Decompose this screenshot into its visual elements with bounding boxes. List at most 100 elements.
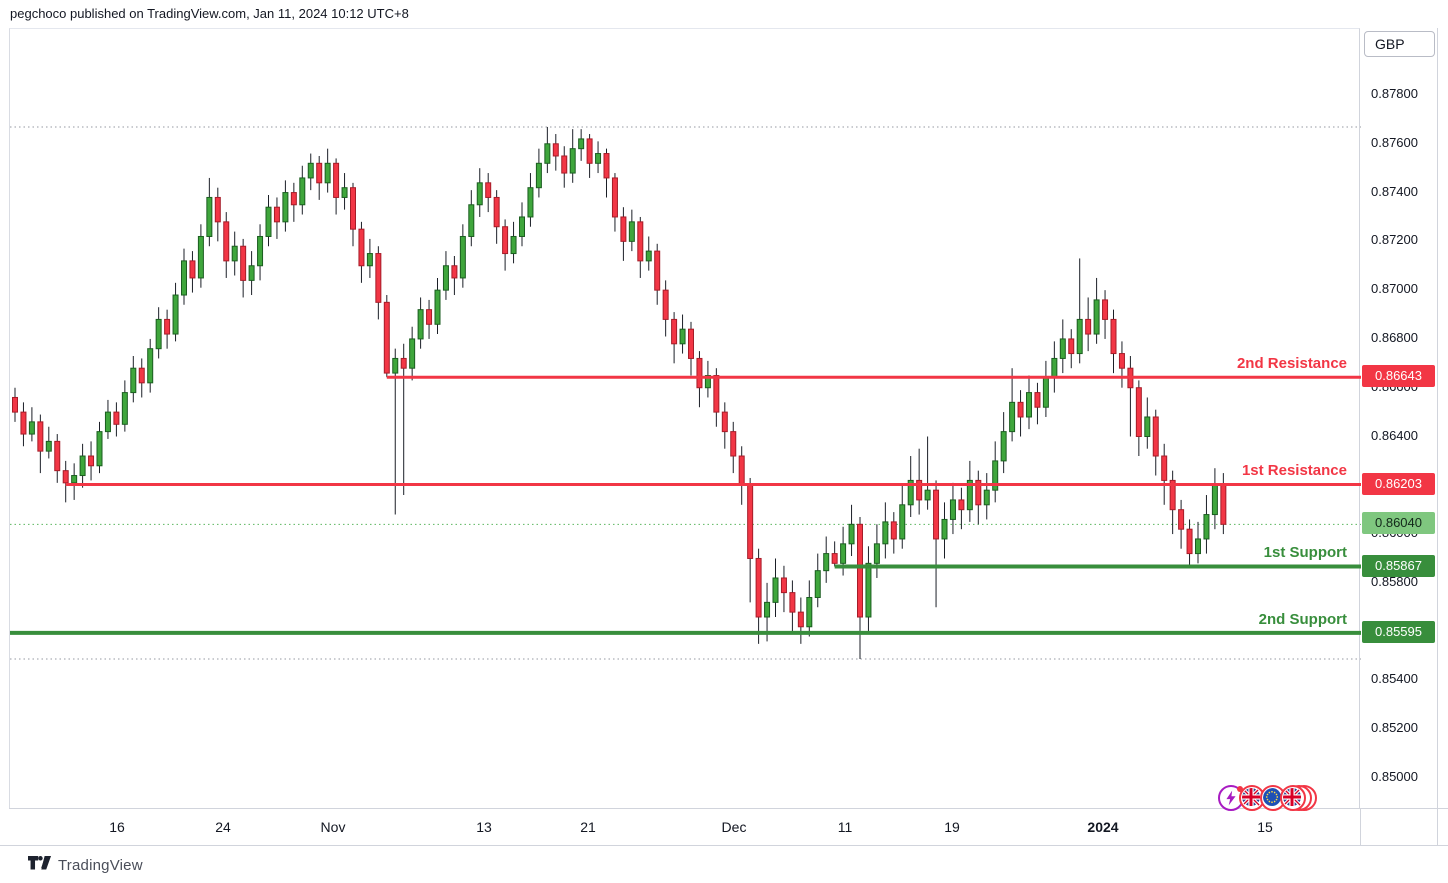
candle-body xyxy=(12,396,18,413)
eu-flag-glyph xyxy=(1263,788,1281,806)
candle-body xyxy=(1017,401,1024,418)
candle-body xyxy=(586,138,593,164)
level-label-1st-resistance: 1st Resistance xyxy=(1241,462,1347,479)
time-scale[interactable]: 16 24 Nov 13 21 Dec 11 19 2024 15 xyxy=(9,808,1448,846)
candle-body xyxy=(1161,455,1168,481)
candle-body xyxy=(1203,514,1210,540)
candle-body xyxy=(1102,299,1109,320)
candle-body xyxy=(426,309,433,325)
price-tick: 0.87600 xyxy=(1371,134,1418,150)
candle-body xyxy=(1186,528,1193,555)
candle-body xyxy=(806,596,813,628)
time-scale-divider xyxy=(1360,809,1361,846)
candle-body xyxy=(797,611,804,628)
candle-body xyxy=(789,592,796,613)
candle-body xyxy=(1026,392,1032,418)
notification-dot xyxy=(1237,786,1243,792)
candle-body xyxy=(257,235,264,267)
candle-body xyxy=(1085,318,1092,335)
candle-body xyxy=(282,192,289,223)
candle-body xyxy=(434,289,441,325)
time-tick: 11 xyxy=(837,819,853,835)
candle-body xyxy=(333,162,340,198)
candle-body xyxy=(857,523,863,618)
currency-button[interactable]: GBP xyxy=(1364,31,1435,57)
candle-body xyxy=(620,216,627,242)
candle-body xyxy=(1076,318,1083,355)
candle-body xyxy=(992,460,999,491)
footer-bar: TradingView xyxy=(0,845,1448,883)
candle-body xyxy=(104,411,111,433)
candle-body xyxy=(248,265,255,281)
candle-body xyxy=(933,489,940,540)
candle-body xyxy=(1110,318,1117,355)
chart-pane[interactable]: 2nd Resistance 1st Resistance 1st Suppor… xyxy=(9,28,1361,808)
candle-body xyxy=(654,250,661,291)
price-tick: 0.87000 xyxy=(1371,281,1418,297)
candle-body xyxy=(290,192,297,206)
tradingview-logo[interactable]: TradingView xyxy=(28,855,143,875)
candle-body xyxy=(764,601,771,618)
candle-body xyxy=(1144,416,1151,438)
candle-body xyxy=(578,138,585,150)
candle-body xyxy=(1009,401,1016,433)
candle-body xyxy=(1118,353,1125,369)
candle-body xyxy=(476,182,483,206)
candle-body xyxy=(307,162,314,179)
candle-body xyxy=(814,570,821,598)
candle-body xyxy=(88,455,95,467)
price-scale[interactable]: GBP 0.87800 0.87600 0.87400 0.87200 0.87000 0… xyxy=(1361,28,1438,808)
price-tick: 0.85200 xyxy=(1371,720,1418,736)
uk-flag-icon xyxy=(1280,785,1306,811)
candle-body xyxy=(1000,431,1007,462)
candle-body xyxy=(924,489,931,501)
price-tick: 0.85000 xyxy=(1371,769,1418,784)
candle-body xyxy=(231,245,238,262)
price-tick: 0.87800 xyxy=(1371,86,1418,101)
time-tick: 13 xyxy=(476,819,492,835)
uk-flag-glyph xyxy=(1242,788,1262,808)
resistance-price-badge: 0.86643 xyxy=(1362,365,1435,388)
level-label-2nd-support: 2nd Support xyxy=(1258,611,1347,628)
candle-body xyxy=(882,521,889,545)
candle-body xyxy=(341,187,348,198)
candle-body xyxy=(1135,387,1142,438)
candle-body xyxy=(510,235,517,255)
candle-body xyxy=(1034,392,1041,408)
candle-body xyxy=(772,577,779,603)
candle-body xyxy=(595,153,602,164)
candle-body xyxy=(468,204,475,237)
candle-body xyxy=(603,153,610,179)
price-tick: 0.87200 xyxy=(1371,232,1418,248)
candle-body xyxy=(164,318,171,335)
candle-body xyxy=(1051,357,1058,379)
uk-flag-glyph xyxy=(1283,788,1303,808)
candle-body xyxy=(941,518,948,540)
candle-body xyxy=(916,479,923,501)
candle-body xyxy=(79,455,86,477)
candle-body xyxy=(983,489,990,506)
candle-body xyxy=(197,235,204,279)
candle-body xyxy=(299,177,306,206)
lightning-bolt-glyph xyxy=(1226,790,1236,806)
candle-body xyxy=(1178,509,1185,530)
candle-body xyxy=(155,318,162,350)
candle-body xyxy=(552,143,559,157)
candle-body xyxy=(485,182,492,198)
candle-body xyxy=(1152,416,1159,457)
candle-body xyxy=(671,318,678,345)
current-price-badge: 0.86040 xyxy=(1362,512,1435,535)
candle-body xyxy=(417,309,424,340)
time-tick: 19 xyxy=(944,819,960,835)
candle-body xyxy=(527,187,534,218)
support-price-badge: 0.85595 xyxy=(1362,620,1435,643)
time-tick: 2024 xyxy=(1087,819,1119,835)
candle-body xyxy=(899,504,906,540)
candle-body xyxy=(780,577,787,594)
candle-body xyxy=(1211,484,1218,516)
candle-body xyxy=(637,221,644,262)
candle-body xyxy=(1169,479,1176,511)
candle-body xyxy=(544,143,551,164)
candle-body xyxy=(113,411,120,425)
